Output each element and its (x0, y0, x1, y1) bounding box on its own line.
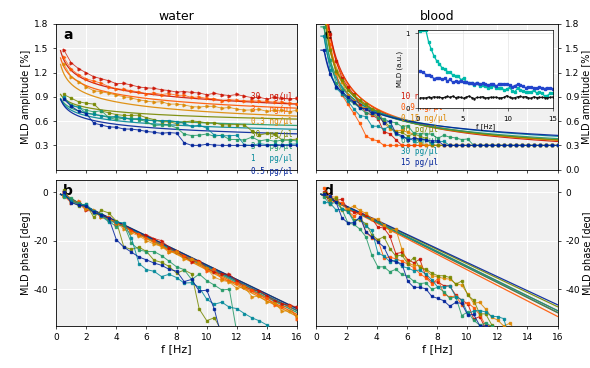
Text: 0.15 ng/µl: 0.15 ng/µl (401, 114, 447, 123)
Text: 30  ng/µl: 30 ng/µl (251, 92, 292, 102)
Y-axis label: MLD phase [deg]: MLD phase [deg] (21, 211, 31, 294)
Text: 3   pg/µl: 3 pg/µl (251, 142, 292, 151)
X-axis label: f [Hz]: f [Hz] (161, 344, 192, 354)
Text: 0.5 pg/µl: 0.5 pg/µl (251, 167, 292, 176)
Text: 30  pg/µl: 30 pg/µl (251, 130, 292, 139)
Text: c: c (324, 28, 332, 42)
Text: 30 pg/µl: 30 pg/µl (401, 147, 438, 156)
Text: 15 pg/µl: 15 pg/µl (401, 158, 438, 167)
Title: blood: blood (419, 10, 454, 23)
Y-axis label: MLD amplitude [%]: MLD amplitude [%] (582, 50, 590, 144)
Text: 90 pg/µl: 90 pg/µl (401, 125, 438, 134)
Text: a: a (63, 28, 73, 42)
Text: 10 ng/µl: 10 ng/µl (401, 92, 438, 102)
Text: 0.3 ng/µl: 0.3 ng/µl (251, 117, 292, 126)
Title: water: water (159, 10, 195, 23)
Text: 3   ng/µl: 3 ng/µl (251, 105, 292, 114)
X-axis label: f [Hz]: f [Hz] (422, 344, 453, 354)
Y-axis label: MLD amplitude [%]: MLD amplitude [%] (21, 50, 31, 144)
Text: b: b (63, 184, 73, 198)
Text: d: d (324, 184, 333, 198)
Text: 0.9 ng/µl: 0.9 ng/µl (401, 103, 442, 112)
Y-axis label: MLD phase [deg]: MLD phase [deg] (582, 211, 590, 294)
Text: 1   pg/µl: 1 pg/µl (251, 155, 292, 163)
Text: 60 pg/µl: 60 pg/µl (401, 136, 438, 145)
